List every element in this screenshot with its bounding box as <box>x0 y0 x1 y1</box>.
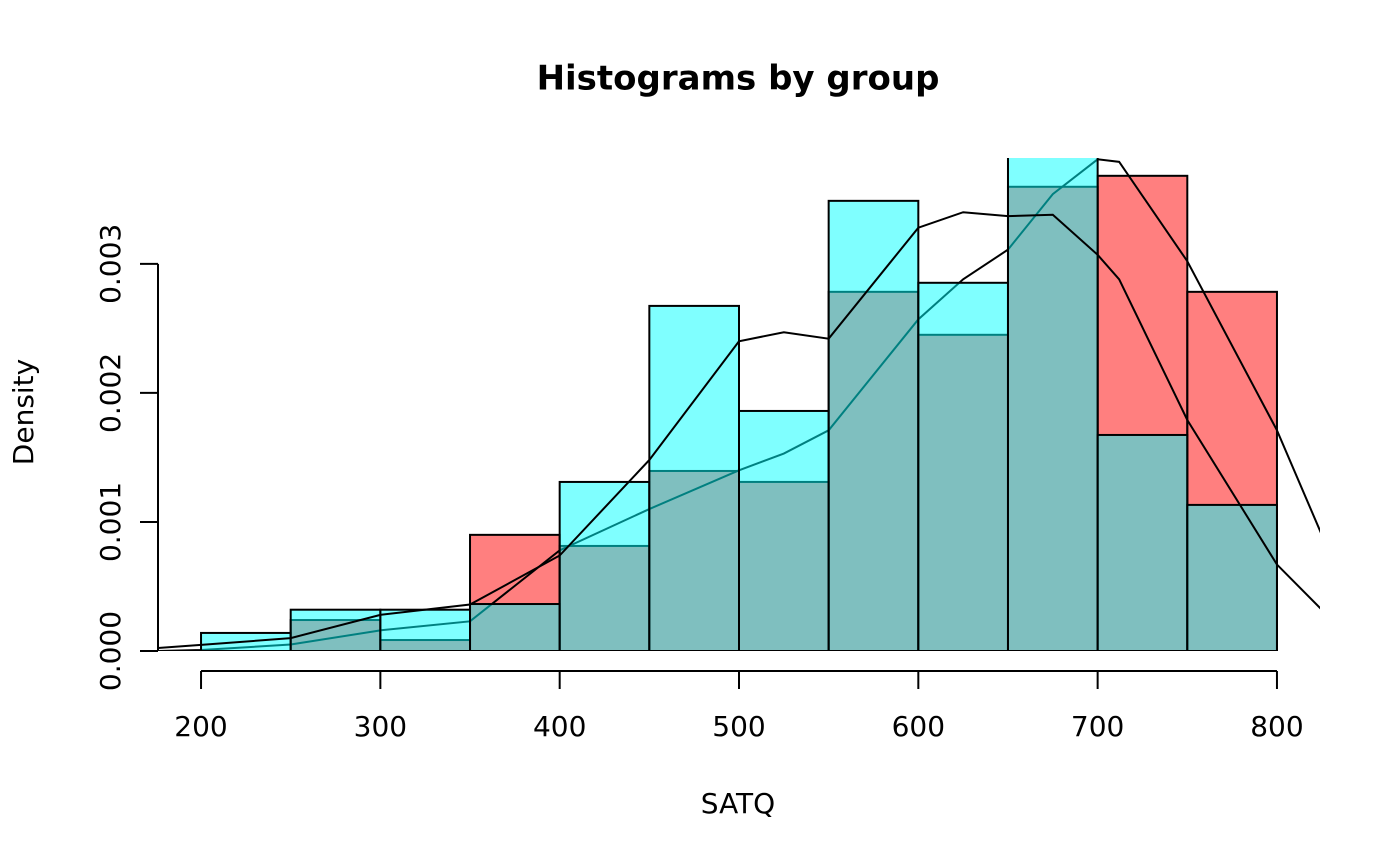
histogram-bar <box>1006 158 1099 651</box>
x-tick-label: 600 <box>892 710 945 743</box>
histogram-bar <box>1096 433 1189 651</box>
chart-title: Histograms by group <box>537 59 940 99</box>
y-tick-label: 0.000 <box>94 611 127 691</box>
histogram-bar <box>379 608 472 651</box>
histogram-bar <box>289 608 382 651</box>
x-tick-label: 500 <box>712 710 765 743</box>
y-axis-label: Density <box>7 359 40 465</box>
x-axis-label: SATQ <box>701 787 775 820</box>
density-line <box>158 211 1320 650</box>
y-tick-label: 0.002 <box>94 353 127 433</box>
histogram-bar <box>917 281 1009 651</box>
plot-area <box>158 158 1320 651</box>
x-tick-label: 200 <box>174 710 227 743</box>
histogram-bar <box>738 409 830 651</box>
histogram-bar <box>469 603 561 651</box>
histogram-bar <box>1186 503 1278 651</box>
x-tick-label: 700 <box>1071 710 1124 743</box>
histogram-bar <box>648 304 740 651</box>
x-tick-label: 300 <box>354 710 407 743</box>
x-tick-label: 400 <box>533 710 586 743</box>
x-tick-label: 800 <box>1250 710 1303 743</box>
y-tick-label: 0.003 <box>94 224 127 304</box>
y-tick-label: 0.001 <box>94 482 127 562</box>
histogram-bar <box>827 199 920 651</box>
